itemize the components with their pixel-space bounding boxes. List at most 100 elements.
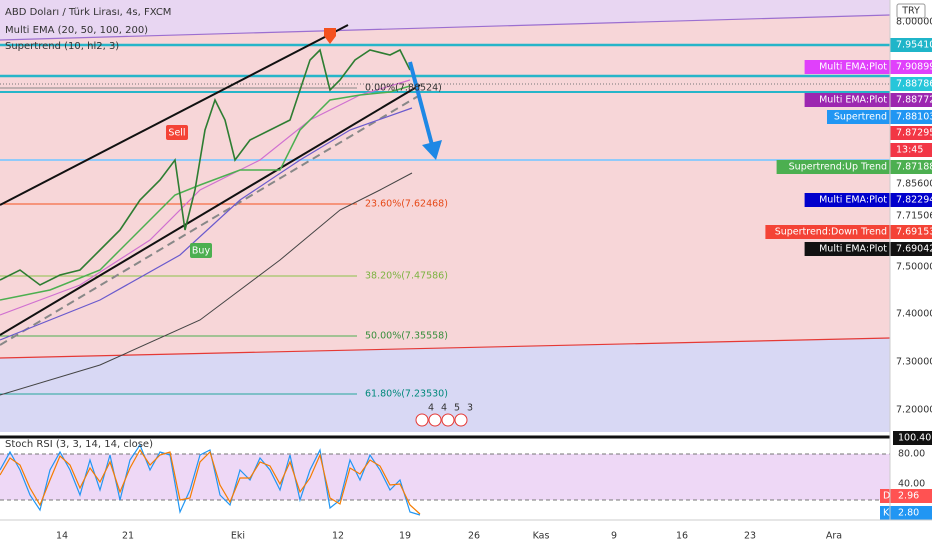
event-icon [415,413,429,427]
forecast-arrow [408,61,434,146]
price-label: 7.90899 [896,62,932,73]
price-label: 7.50000 [896,262,932,273]
price-label: 7.95410 [896,40,932,51]
k-name: K [883,508,890,519]
upper-zone [0,0,890,40]
event-icon [428,413,442,427]
indicator-tag-label: Supertrend:Down Trend [775,227,887,238]
price-tag [890,143,932,157]
indicator-tag [776,160,890,174]
ema-200 [0,172,413,396]
indicator-tag [804,193,890,207]
forecast-arrow-head [422,140,442,160]
currency: TRY [901,6,920,17]
indicator-tag-label: Multi EMA:Plot [819,95,887,106]
fib-label: 61.80%(7.23530) [365,389,448,400]
fib-label: 38.20%(7.47586) [365,271,448,282]
time-label: Eki [231,531,245,542]
down-marker [324,28,336,44]
price-tag [890,193,932,207]
buy-label: Buy [192,246,211,257]
fib-label: 23.60%(7.62468) [365,199,448,210]
price-tag [890,160,932,174]
stoch-axis-label: 80.00 [898,449,925,460]
upper-line [0,14,891,41]
sell-label: Sell [168,128,185,139]
stoch-k [0,443,421,516]
indicator-tag [804,60,890,74]
event-count: 4 [441,403,447,414]
channel-line [0,24,349,206]
stoch-top-tag [893,431,932,445]
time-label: 12 [332,531,344,542]
buy-badge [190,243,212,258]
indicator-tag [827,110,890,124]
time-label: 21 [122,531,134,542]
indicator-label: Multi EMA (20, 50, 100, 200) [5,25,148,36]
sell-badge [166,125,188,140]
d-value: 2.96 [898,491,919,502]
currency-box [896,3,926,19]
price-tag [890,225,932,239]
price-label: 7.69153 [896,227,932,238]
symbol-title: ABD Doları / Türk Lirası, 4s, FXCM [5,7,171,18]
indicator-tag-label: Supertrend:Up Trend [789,162,887,173]
time-label: 23 [744,531,756,542]
time-label: Ara [826,531,842,542]
fib-label: 0.00%(7.86524) [365,83,442,94]
indicator-label: Supertrend (10, hl2, 3) [5,41,119,52]
indicator-tag-label: Multi EMA:Plot [819,62,887,73]
event-icon [441,413,455,427]
k-tag [880,506,932,520]
channel-line [0,84,421,336]
price-label: 7.88772 [896,95,932,106]
price-label: 8.00000 [896,17,932,28]
time-label: 9 [611,531,617,542]
supertrend [0,85,411,301]
d-tag [880,489,932,503]
price-tag [890,126,932,140]
price-tag [890,242,932,256]
price-label: 7.40000 [896,309,932,320]
price-label: 7.20000 [896,405,932,416]
lower-line [0,337,891,359]
fib-label: 50.00%(7.35558) [365,331,448,342]
price-path [0,48,411,286]
ema-50 [0,79,411,316]
stoch-axis [890,432,932,520]
channel-mid [0,94,421,346]
time-label: 26 [468,531,480,542]
time-label: Kas [533,531,550,542]
event-count: 3 [467,403,473,414]
indicator-tag [804,93,890,107]
ema-100 [0,107,413,341]
price-label: 7.30000 [896,357,932,368]
price-label: 7.69042 [896,244,932,255]
indicator-tag-label: Supertrend [834,112,887,123]
price-label: 7.87188 [896,162,932,173]
k-value: 2.80 [898,508,919,519]
indicator-tag-label: Multi EMA:Plot [819,195,887,206]
stoch-axis-label: 100.40 [898,433,931,444]
stoch-axis-label: 40.00 [898,479,925,490]
time-label: 19 [399,531,411,542]
event-count: 4 [428,403,434,414]
price-tag [890,110,932,124]
price-label: 7.71506 [896,211,932,222]
price-tag [890,60,932,74]
d-name: D [883,491,890,502]
price-label: 7.85600 [896,179,932,190]
price-tag [890,93,932,107]
indicator-tag-label: Multi EMA:Plot [819,244,887,255]
lower-zone [0,338,890,432]
time-label: 16 [676,531,688,542]
price-label: 7.88103 [896,112,932,123]
stoch-d [0,448,421,515]
price-tag [890,38,932,52]
event-count: 5 [454,403,460,414]
indicator-tag [765,225,890,239]
time-label: 14 [56,531,68,542]
indicator-tag [804,242,890,256]
event-icon [454,413,468,427]
